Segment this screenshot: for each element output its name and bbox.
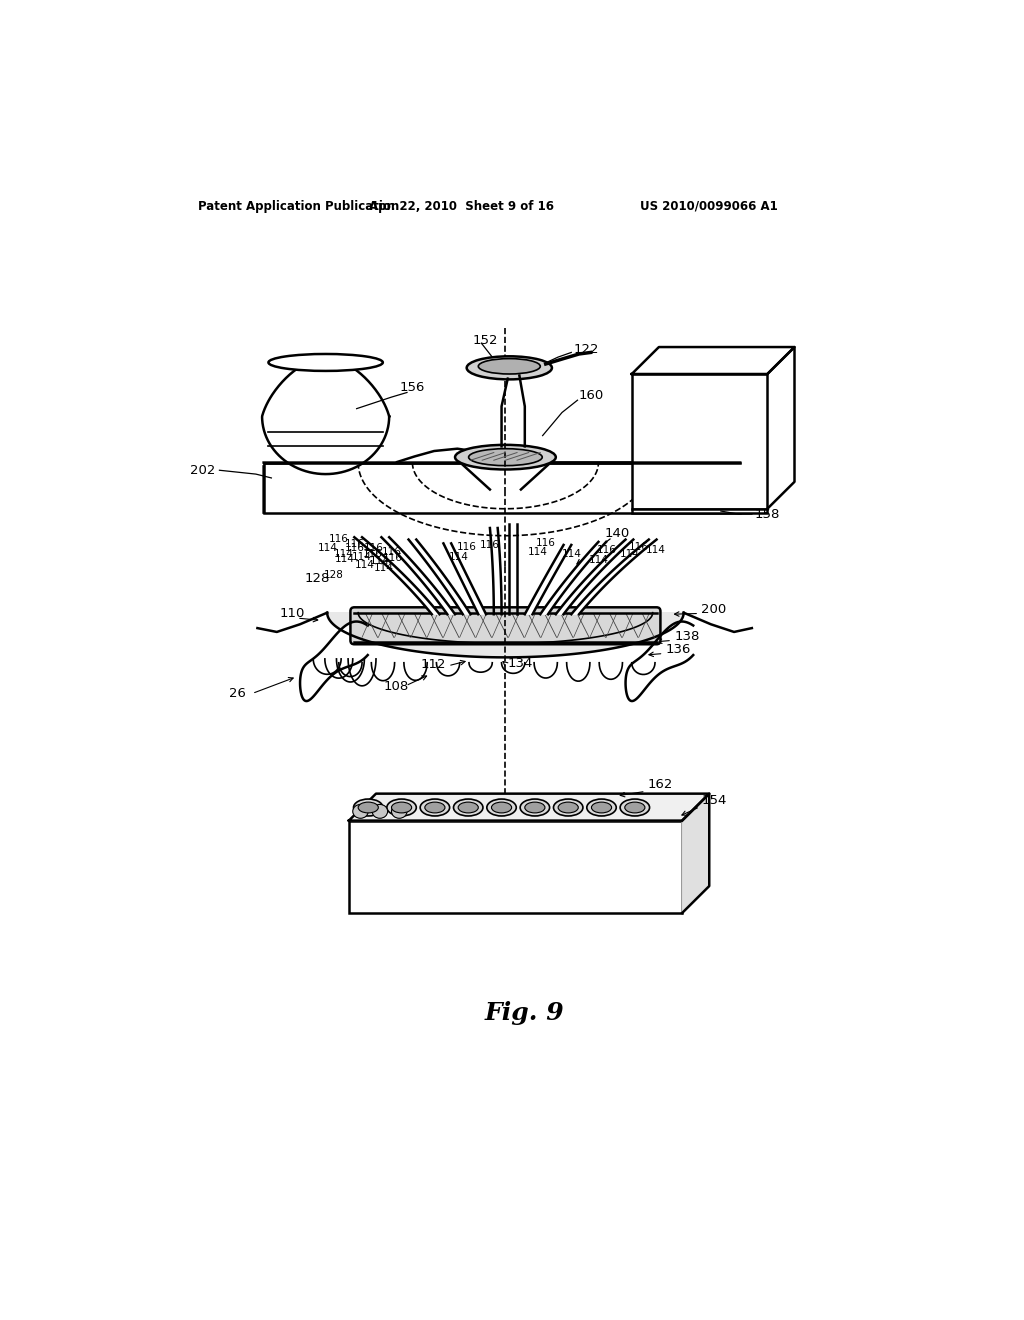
Text: 154: 154 [701,793,727,807]
Bar [263,462,740,512]
Polygon shape [571,540,656,614]
Ellipse shape [587,799,616,816]
Text: 114: 114 [318,543,338,553]
Polygon shape [328,612,684,657]
Text: 116: 116 [536,539,556,549]
Bar [632,508,767,512]
Ellipse shape [492,803,512,813]
Text: 114: 114 [589,554,608,565]
Text: 136: 136 [666,643,691,656]
Text: 116: 116 [597,545,616,554]
Polygon shape [443,544,486,614]
Ellipse shape [469,449,543,466]
Ellipse shape [621,799,649,816]
Polygon shape [409,540,471,614]
Text: 156: 156 [399,381,425,395]
Ellipse shape [625,803,645,813]
Text: 116: 116 [362,549,382,560]
Ellipse shape [520,799,550,816]
Ellipse shape [353,799,383,816]
Text: 26: 26 [228,688,246,701]
Text: 114: 114 [354,560,375,570]
Text: 114: 114 [562,549,582,560]
Ellipse shape [425,803,445,813]
Text: 138: 138 [675,630,699,643]
Text: 128: 128 [324,570,343,579]
Ellipse shape [372,804,388,818]
Bar [632,374,767,508]
Text: 122: 122 [573,343,599,356]
Polygon shape [262,359,389,474]
FancyBboxPatch shape [350,607,660,644]
Polygon shape [556,540,633,614]
Ellipse shape [467,356,552,379]
Polygon shape [263,462,740,512]
Ellipse shape [391,803,412,813]
Text: 114: 114 [352,552,372,562]
Polygon shape [349,793,710,821]
Text: 116: 116 [382,546,401,557]
Text: 114: 114 [450,552,469,561]
Text: 114: 114 [334,549,353,560]
Text: 114: 114 [370,556,390,566]
Text: 152: 152 [473,334,499,347]
Text: 202: 202 [190,463,215,477]
Ellipse shape [352,804,369,818]
Text: 116: 116 [329,533,349,544]
Ellipse shape [592,803,611,813]
Text: 108: 108 [384,680,409,693]
Text: 116: 116 [480,540,500,550]
Ellipse shape [478,359,541,374]
Ellipse shape [458,803,478,813]
Text: 116: 116 [629,541,648,552]
Text: 116: 116 [344,543,365,553]
Ellipse shape [486,799,516,816]
Text: 116: 116 [457,541,477,552]
Text: Apr. 22, 2010  Sheet 9 of 16: Apr. 22, 2010 Sheet 9 of 16 [369,199,554,213]
Text: 116: 116 [344,540,365,549]
Ellipse shape [454,799,483,816]
Ellipse shape [524,803,545,813]
Bar [349,821,682,913]
Ellipse shape [420,799,450,816]
Text: 134: 134 [508,656,534,669]
Text: 162: 162 [647,779,673,791]
Text: 158: 158 [755,508,779,520]
Text: 114: 114 [646,545,666,554]
Polygon shape [626,622,693,701]
Text: 200: 200 [701,603,727,615]
Polygon shape [300,622,368,701]
Polygon shape [541,543,606,614]
Text: 112: 112 [420,659,445,671]
Ellipse shape [391,804,407,818]
Text: 116: 116 [383,553,402,564]
Polygon shape [682,793,710,913]
Text: 114: 114 [335,554,354,564]
Text: 128: 128 [304,572,330,585]
Text: Fig. 9: Fig. 9 [485,1001,564,1026]
Ellipse shape [558,803,579,813]
Text: 114: 114 [528,546,548,557]
Text: Patent Application Publication: Patent Application Publication [198,199,399,213]
Text: 160: 160 [579,389,604,403]
Polygon shape [524,545,571,614]
Ellipse shape [554,799,583,816]
Text: 114: 114 [374,564,394,573]
Polygon shape [354,537,439,614]
Ellipse shape [358,803,378,813]
Text: 114: 114 [621,549,640,560]
Ellipse shape [268,354,383,371]
Text: 116: 116 [364,543,384,553]
Ellipse shape [387,799,417,816]
Polygon shape [381,537,455,614]
Text: 110: 110 [280,607,304,619]
Text: 140: 140 [604,527,630,540]
Ellipse shape [455,445,556,470]
Text: US 2010/0099066 A1: US 2010/0099066 A1 [640,199,777,213]
